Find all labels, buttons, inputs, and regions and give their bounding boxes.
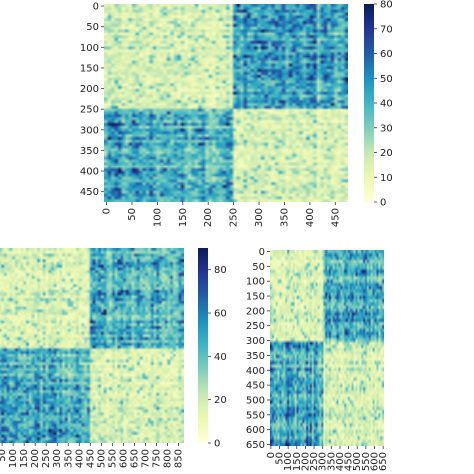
colorbar-tick-label: 20 [380,148,393,159]
x-tick-label: 400 [305,208,316,227]
x-tick-label: 200 [300,452,311,471]
x-tick-label: 300 [318,452,329,471]
y-tick-label: 450 [246,381,265,392]
colorbar-tick-label: 80 [380,0,393,11]
colorbar-tick-label: 40 [214,352,227,363]
colorbar-tick-label: 40 [380,99,393,110]
y-tick-label: 400 [246,366,265,377]
x-tick-label: 400 [74,449,85,468]
colorbar-tick-label: 0 [380,198,386,209]
y-tick-label: 300 [80,125,99,136]
y-tick-label: 350 [80,146,99,157]
x-tick-label: 250 [309,452,320,471]
colorbar-tick-label: 0 [214,439,220,450]
x-tick-label: 50 [0,449,8,462]
y-tick-label: 50 [86,22,99,33]
heatmap-cells [104,4,348,202]
colorbar [198,248,208,443]
x-tick-label: 150 [19,449,30,468]
heatmap-panel-1: 0 50 100 150 200 250 300 350 400 4500501001502002… [80,0,393,227]
colorbar-tick-label: 50 [380,74,393,85]
y-tick-label: 450 [80,187,99,198]
y-tick-label: 150 [246,292,265,303]
colorbar-tick-label: 80 [214,265,227,276]
x-tick-label: 400 [335,452,346,471]
x-tick-label: 650 [378,452,389,471]
x-tick-label: 0 [266,452,277,458]
colorbar-tick-label: 60 [214,309,227,320]
x-tick-label: 800 [162,449,173,468]
x-tick-label: 350 [326,452,337,471]
colorbar-tick-label: 10 [380,173,393,184]
colorbar-tick-label: 70 [380,24,393,35]
x-tick-label: 500 [352,452,363,471]
y-tick-label: 200 [246,306,265,317]
x-tick-label: 150 [292,452,303,471]
y-tick-label: 350 [246,351,265,362]
x-tick-label: 500 [96,449,107,468]
x-tick-label: 50 [127,208,138,221]
y-tick-label: 300 [246,336,265,347]
x-tick-label: 650 [129,449,140,468]
y-tick-label: 550 [246,410,265,421]
y-tick-label: 600 [246,425,265,436]
y-tick-label: 0 [93,2,99,13]
y-tick-label: 100 [80,43,99,54]
x-tick-label: 100 [283,452,294,471]
colorbar-tick-label: 20 [214,395,227,406]
x-tick-label: 300 [254,208,265,227]
x-tick-label: 350 [63,449,74,468]
x-tick-label: 100 [8,449,19,468]
y-tick-label: 500 [246,395,265,406]
x-tick-label: 150 [178,208,189,227]
y-tick-label: 400 [80,167,99,178]
y-tick-label: 150 [80,63,99,74]
y-tick-label: 200 [80,84,99,95]
x-tick-label: 100 [152,208,163,227]
heatmap-panel-3: 0501001502002503003504004505005506006500… [246,247,389,471]
x-tick-label: 750 [151,449,162,468]
x-tick-label: 600 [370,452,381,471]
colorbar-tick-label: 60 [380,49,393,60]
x-tick-label: 450 [344,452,355,471]
x-tick-label: 0 [102,208,113,214]
heatmap-cells [270,250,384,446]
y-tick-label: 100 [246,277,265,288]
x-tick-label: 250 [229,208,240,227]
y-tick-label: 250 [80,105,99,116]
y-tick-label: 50 [252,262,265,273]
x-tick-label: 600 [118,449,129,468]
colorbar-tick-label: 30 [380,123,393,134]
x-tick-label: 550 [107,449,118,468]
colorbar [364,4,374,202]
heatmap-panel-2: 50 100 150 200 250 300 350 400 450 500 550 600 650 70… [0,248,227,468]
x-tick-label: 50 [275,452,286,465]
y-tick-label: 250 [246,321,265,332]
x-tick-label: 450 [330,208,341,227]
x-tick-label: 250 [41,449,52,468]
x-tick-label: 200 [30,449,41,468]
x-tick-label: 450 [85,449,96,468]
heatmap-cells [0,248,184,443]
x-tick-label: 700 [140,449,151,468]
x-tick-label: 200 [203,208,214,227]
x-tick-label: 350 [279,208,290,227]
x-tick-label: 550 [361,452,372,471]
x-tick-label: 300 [52,449,63,468]
x-tick-label: 850 [173,449,184,468]
y-tick-label: 650 [246,440,265,451]
y-tick-label: 0 [259,247,265,258]
